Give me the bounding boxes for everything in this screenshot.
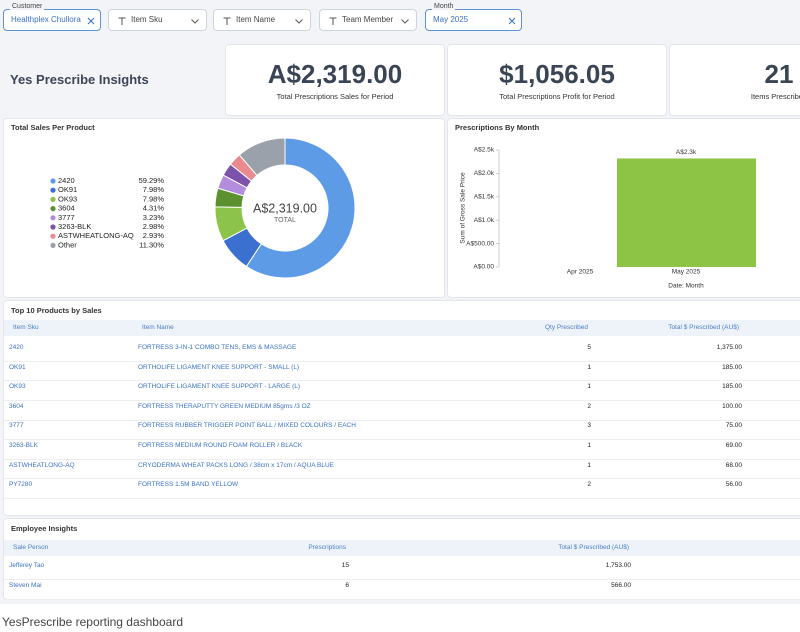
- table-cell: 1: [587, 383, 591, 391]
- table-cell: 100.00: [722, 402, 742, 410]
- text-icon: [329, 17, 337, 25]
- table-header-row: [4, 320, 800, 336]
- row-divider: [4, 599, 800, 600]
- column-header[interactable]: Item Sku: [13, 324, 39, 331]
- kpi-value: 21: [764, 59, 794, 89]
- column-header[interactable]: Total $ Prescribed (AU$): [668, 324, 739, 331]
- column-header[interactable]: Item Name: [142, 324, 174, 331]
- caption: YesPrescribe reporting dashboard: [2, 615, 184, 629]
- kpi-label: Total Prescriptions Profit for Period: [499, 92, 615, 101]
- table-cell[interactable]: 3263-BLK: [9, 442, 38, 449]
- filter[interactable]: Team Member: [319, 9, 417, 31]
- chevron-icon: [401, 19, 409, 24]
- kpi-card: A$2,319.00 Total Prescriptions Sales for …: [225, 44, 445, 116]
- table-cell[interactable]: FORTRESS MEDIUM ROUND FOAM ROLLER / BLAC…: [138, 442, 303, 449]
- filter-value: May 2025: [433, 15, 469, 24]
- panel: [447, 118, 800, 298]
- table-cell[interactable]: FORTRESS THERAPUTTY GREEN MEDIUM 85gms /…: [138, 402, 311, 410]
- kpi-card: 21 Items Prescribed: [669, 44, 800, 116]
- panel: [3, 518, 800, 600]
- table-cell[interactable]: Jefferey Tao: [9, 562, 45, 569]
- filter-label: Team Member: [342, 15, 394, 24]
- text-icon: [223, 17, 231, 25]
- filter-label: Month: [432, 3, 456, 10]
- panel: [3, 118, 445, 298]
- filter-label: Item Name: [236, 15, 276, 24]
- text-icon: [118, 17, 126, 25]
- table-cell: 75.00: [725, 422, 742, 430]
- table-cell[interactable]: CRYODERMA WHEAT PACKS LONG / 38cm x 17cm…: [138, 461, 335, 469]
- row-divider: [4, 498, 800, 499]
- column-header[interactable]: Qty Prescribed: [545, 324, 588, 331]
- row-divider: [4, 579, 800, 580]
- table-cell[interactable]: PY7280: [9, 481, 33, 489]
- table-cell: 1: [587, 363, 591, 371]
- kpi-value: A$2,319.00: [267, 59, 403, 89]
- dashboard-area: Customer Healthplex Chullora Item Sku Item …: [0, 0, 800, 604]
- chevron-icon: [191, 19, 199, 24]
- table-cell: 1,753.00: [605, 562, 631, 569]
- table-cell: 56.00: [725, 481, 742, 489]
- table-cell: 5: [587, 344, 591, 351]
- table-cell[interactable]: FORTRESS 3-IN-1 COMBO TENS, EMS & MASSAG…: [138, 344, 297, 351]
- table-cell: 6: [345, 582, 349, 589]
- page-title: Yes Prescribe Insights: [10, 72, 149, 87]
- filter[interactable]: Item Sku: [108, 9, 207, 31]
- chevron-icon: [295, 19, 303, 24]
- panel: [3, 300, 800, 516]
- table-cell[interactable]: FORTRESS 1.5M BAND YELLOW: [138, 481, 239, 489]
- table-cell: 185.00: [722, 363, 742, 371]
- table-cell[interactable]: OK91: [9, 363, 26, 371]
- clear-icon: [87, 17, 95, 25]
- filter-value: Healthplex Chullora: [11, 15, 81, 24]
- filter-label: Item Sku: [131, 15, 163, 24]
- row-divider: [4, 478, 800, 480]
- table-cell: 1: [587, 461, 591, 469]
- table-cell[interactable]: OK93: [9, 383, 26, 391]
- table-cell[interactable]: 2420: [9, 344, 24, 351]
- table-cell: 1: [587, 442, 591, 449]
- kpi-label: Items Prescribed: [750, 92, 800, 101]
- filter[interactable]: Customer Healthplex Chullora: [3, 3, 101, 31]
- column-header[interactable]: Prescriptions: [308, 544, 346, 551]
- table-cell[interactable]: 3777: [9, 422, 24, 430]
- filter[interactable]: Month May 2025: [425, 3, 522, 31]
- clear-icon: [508, 17, 516, 25]
- table-cell: 15: [341, 562, 349, 569]
- table-cell: 69.00: [725, 442, 742, 449]
- table-cell: 68.00: [725, 461, 742, 469]
- table-cell: 2: [587, 402, 591, 410]
- table-header-row: [4, 540, 800, 556]
- table-cell[interactable]: ORTHOLIFE LIGAMENT KNEE SUPPORT - LARGE …: [138, 383, 301, 391]
- table-cell: 566.00: [611, 582, 631, 589]
- table-cell[interactable]: 3604: [9, 402, 24, 410]
- row-divider: [4, 439, 800, 441]
- row-divider: [4, 400, 800, 401]
- row-divider: [4, 380, 800, 382]
- table-cell[interactable]: Steven Mai: [9, 582, 42, 589]
- table-title: Employee Insights: [11, 524, 78, 533]
- table-cell[interactable]: ASTWHEATLONG-AQ: [9, 461, 75, 469]
- table-title: Top 10 Products by Sales: [11, 306, 102, 315]
- kpi-label: Total Prescriptions Sales for Period: [276, 92, 394, 101]
- kpi-value: $1,056.05: [499, 59, 615, 89]
- table-cell: 2: [587, 481, 591, 489]
- table-cell: 1,375.00: [716, 344, 742, 351]
- kpi-card: $1,056.05 Total Prescriptions Profit for …: [447, 44, 667, 116]
- table-cell: 185.00: [722, 383, 742, 391]
- table-cell[interactable]: FORTRESS RUBBER TRIGGER POINT BALL / MIX…: [138, 422, 356, 430]
- table-cell: 3: [587, 422, 591, 430]
- table-cell[interactable]: ORTHOLIFE LIGAMENT KNEE SUPPORT - SMALL …: [138, 363, 300, 371]
- row-divider: [4, 360, 800, 362]
- column-header[interactable]: Total $ Prescribed (AU$): [558, 544, 629, 551]
- column-header[interactable]: Sale Person: [13, 544, 49, 551]
- row-divider: [4, 419, 800, 421]
- filter[interactable]: Item Name: [213, 9, 311, 31]
- row-divider: [4, 458, 800, 460]
- filter-label: Customer: [10, 3, 45, 10]
